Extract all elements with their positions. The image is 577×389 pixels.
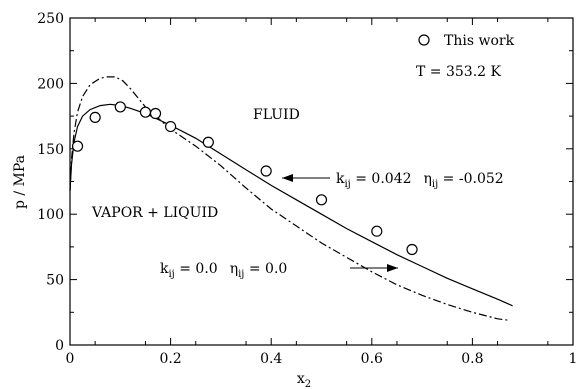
data-point xyxy=(261,166,271,176)
data-point xyxy=(140,107,150,117)
x-tick-label: 0.8 xyxy=(461,351,483,367)
legend-label: This work xyxy=(444,33,515,49)
y-tick-label: 150 xyxy=(37,142,64,158)
x-tick-label: 0.4 xyxy=(260,351,282,367)
y-tick-label: 0 xyxy=(55,338,64,354)
data-point xyxy=(407,245,417,255)
data-point xyxy=(166,122,176,132)
fit-parameter-annotation: kij = 0.042 ηij = -0.052 xyxy=(282,171,504,190)
x-tick-label: 0 xyxy=(66,351,75,367)
data-point xyxy=(317,195,327,205)
y-tick-label: 50 xyxy=(46,273,64,289)
x-tick-label: 0.6 xyxy=(361,351,383,367)
y-tick-label: 100 xyxy=(37,207,64,223)
svg-text:x2: x2 xyxy=(297,371,311,389)
data-point xyxy=(151,108,161,118)
x-tick-label: 0.2 xyxy=(159,351,181,367)
legend: This work xyxy=(419,33,515,49)
temperature-annotation: T = 353.2 K xyxy=(416,64,501,80)
y-tick-label: 200 xyxy=(37,76,64,92)
vle-region-label: VAPOR + LIQUID xyxy=(91,205,218,221)
y-axis-label: p / MPa xyxy=(12,155,28,209)
legend-marker xyxy=(419,35,429,45)
x-tick-label: 1 xyxy=(569,351,577,367)
data-point xyxy=(90,112,100,122)
fluid-region-label: FLUID xyxy=(253,107,300,123)
data-point xyxy=(73,141,83,151)
data-point xyxy=(372,226,382,236)
data-point xyxy=(115,102,125,112)
y-tick-label: 250 xyxy=(37,11,64,27)
data-point xyxy=(203,137,213,147)
zero-parameter-annotation: kij = 0.0 ηij = 0.0 xyxy=(160,261,398,280)
x-axis-label: x2 xyxy=(297,371,311,389)
